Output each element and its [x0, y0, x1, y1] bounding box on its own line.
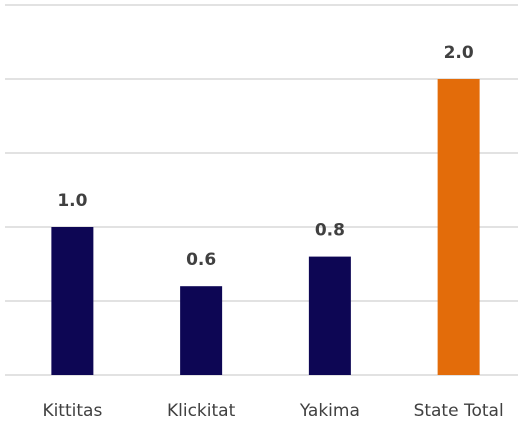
x-tick-label: State Total	[414, 401, 504, 421]
data-label: 0.6	[186, 250, 216, 270]
x-tick-label: Kittitas	[42, 401, 102, 421]
bar	[308, 256, 351, 375]
data-label: 0.8	[315, 221, 345, 241]
bar	[437, 79, 480, 375]
data-label: 1.0	[57, 191, 87, 211]
bar	[180, 286, 223, 375]
bar	[51, 227, 94, 375]
data-label: 2.0	[444, 43, 474, 63]
x-tick-label: Klickitat	[167, 401, 236, 421]
x-tick-label: Yakima	[299, 401, 360, 421]
